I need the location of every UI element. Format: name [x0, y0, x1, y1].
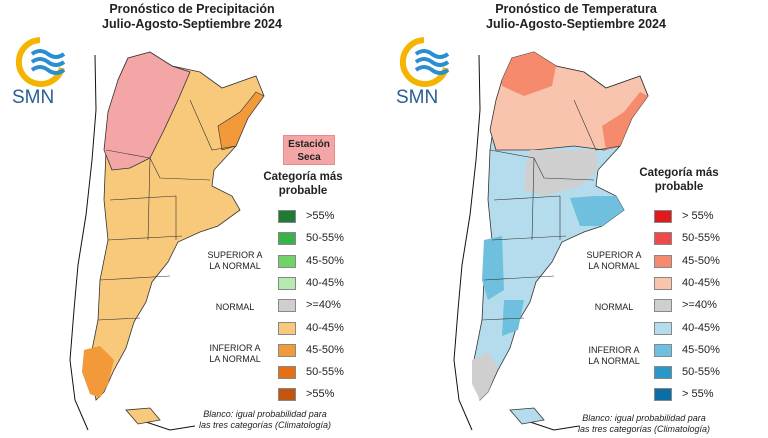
smn-logo-sun-icon [399, 37, 449, 87]
precipitation-map [69, 51, 265, 431]
precipitation-category-normal: NORMAL [215, 302, 255, 312]
temperature-legend-label: >=40% [682, 299, 717, 312]
argentina-region-above-normal-45 [502, 52, 556, 96]
precipitation-legend-label: 40-45% [306, 276, 344, 289]
precipitation-legend-swatch [278, 299, 296, 313]
temperature-title-line2: Julio-Agosto-Septiembre 2024 [486, 17, 666, 31]
precipitation-category-inferior: INFERIOR A LA NORMAL [209, 343, 261, 364]
temperature-legend-swatch [654, 232, 672, 246]
temperature-title: Pronóstico de Temperatura Julio-Agosto-S… [384, 2, 768, 32]
temperature-legend-label: 45-50% [682, 343, 720, 356]
precipitation-legend-label: 50-55% [306, 366, 344, 379]
argentina-region-south-45 [82, 346, 114, 398]
smn-logo-text: SMN [12, 87, 54, 106]
precipitation-legend-swatch [278, 366, 296, 380]
precipitation-note: Blanco: igual probabilidad para las tres… [198, 409, 332, 430]
argentina-region-below-normal-45 [570, 196, 624, 226]
precipitation-legend-title: Categoría más probable [263, 171, 343, 197]
dry-season-label: Estación Seca [283, 135, 335, 165]
temperature-legend-label: 50-55% [682, 366, 720, 379]
temperature-legend-label: > 55% [682, 388, 714, 401]
precipitation-legend-swatch [278, 343, 296, 357]
temperature-category-superior: SUPERIOR A LA NORMAL [586, 250, 642, 271]
argentina-region-northeast-45 [217, 91, 265, 151]
precipitation-title-line1: Pronóstico de Precipitación [109, 2, 275, 16]
precipitation-legend-swatch [278, 232, 296, 246]
precipitation-legend-label: >=40% [306, 299, 341, 312]
precipitation-title-line2: Julio-Agosto-Septiembre 2024 [102, 17, 282, 31]
precipitation-legend-swatch [278, 276, 296, 290]
precipitation-legend-label: 40-45% [306, 321, 344, 334]
precipitation-legend-label: >55% [306, 210, 335, 222]
chile-coastline [453, 54, 481, 431]
temperature-category-normal: NORMAL [594, 302, 634, 312]
precipitation-legend-label: >55% [306, 388, 335, 401]
argentina-region-normal [524, 150, 598, 196]
temperature-legend-swatch [654, 254, 672, 268]
tierra-del-fuego [125, 407, 161, 425]
temperature-legend-swatch [654, 343, 672, 357]
precipitation-title: Pronóstico de Precipitación Julio-Agosto… [0, 2, 384, 32]
temperature-forecast-panel: Pronóstico de Temperatura Julio-Agosto-S… [384, 0, 768, 438]
temperature-legend-swatch [654, 299, 672, 313]
chile-coastline [69, 54, 97, 431]
precipitation-legend-swatch [278, 210, 296, 223]
precipitation-category-superior: SUPERIOR A LA NORMAL [207, 250, 263, 271]
tierra-del-fuego [509, 407, 545, 425]
smn-logo-text: SMN [396, 87, 438, 106]
temperature-legend-swatch [654, 210, 672, 223]
smn-logo: SMN [12, 37, 66, 106]
smn-logo-wave-icon [30, 49, 66, 59]
temperature-legend-swatch [654, 321, 672, 335]
temperature-category-inferior: INFERIOR A LA NORMAL [588, 345, 640, 366]
precipitation-legend-swatch [278, 321, 296, 335]
temperature-legend-label: 50-55% [682, 232, 720, 245]
temperature-legend-swatch [654, 366, 672, 380]
precipitation-legend-swatch [278, 254, 296, 268]
temperature-map [453, 51, 649, 431]
temperature-legend-swatch [654, 276, 672, 290]
precipitation-legend-swatch [278, 388, 296, 402]
temperature-legend-label: > 55% [682, 210, 714, 222]
temperature-legend-title: Categoría más probable [639, 167, 719, 193]
precipitation-legend-label: 45-50% [306, 343, 344, 356]
smn-logo: SMN [396, 37, 450, 106]
smn-logo-sun-icon [15, 37, 65, 87]
temperature-note: Blanco: igual probabilidad para las tres… [577, 413, 711, 434]
temperature-legend-label: 40-45% [682, 321, 720, 334]
precipitation-legend-label: 50-55% [306, 232, 344, 245]
temperature-title-line1: Pronóstico de Temperatura [495, 2, 657, 16]
temperature-legend-swatch [654, 388, 672, 402]
temperature-legend-label: 40-45% [682, 276, 720, 289]
precipitation-forecast-panel: Pronóstico de Precipitación Julio-Agosto… [0, 2, 384, 431]
precipitation-legend-label: 45-50% [306, 254, 344, 267]
smn-logo-wave-icon [414, 49, 450, 59]
temperature-legend-label: 45-50% [682, 254, 720, 267]
